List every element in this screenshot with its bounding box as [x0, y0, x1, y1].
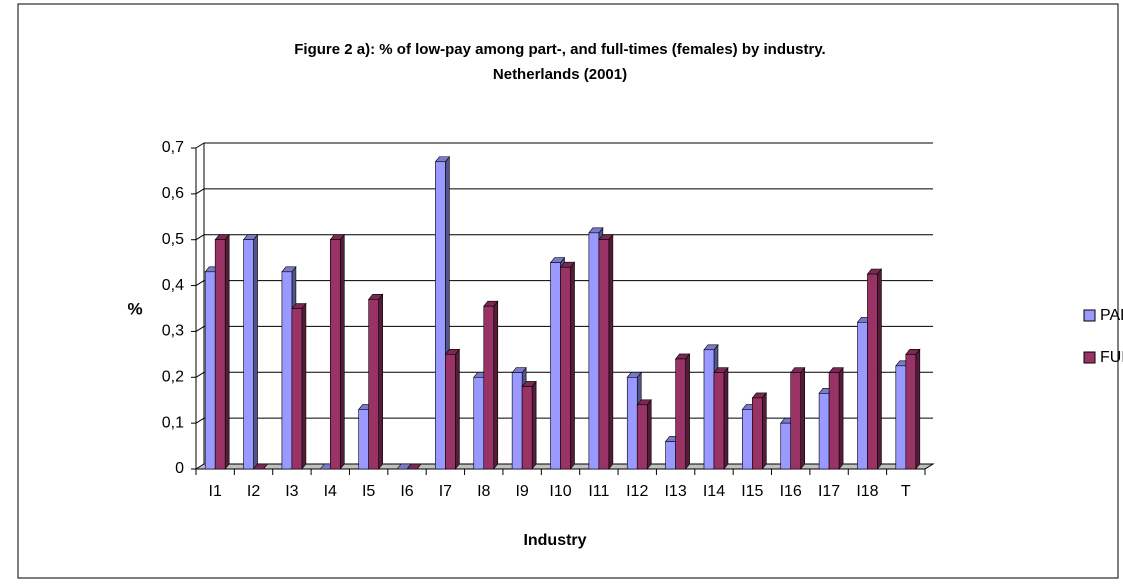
x-tick-label: I10 [549, 483, 571, 500]
bar [358, 409, 369, 470]
x-tick-label: I7 [439, 483, 452, 500]
bar-side [838, 366, 844, 470]
legend-swatch [1083, 351, 1096, 364]
x-tick-label: I12 [626, 483, 648, 500]
bar-side [723, 366, 729, 470]
bar [780, 422, 792, 470]
bar [713, 372, 725, 470]
bar-top [406, 463, 422, 470]
bar [329, 239, 341, 470]
x-tick-label: I6 [400, 483, 413, 500]
bar-side [762, 392, 767, 470]
bar [483, 305, 495, 470]
bar [550, 262, 561, 470]
x-tick-label: I9 [515, 483, 528, 500]
grid-line [195, 280, 205, 286]
bar [588, 232, 600, 470]
bar [281, 271, 293, 470]
bar [742, 409, 753, 470]
bar-side [224, 233, 230, 470]
bar-side [378, 293, 383, 470]
x-tick-label: I18 [856, 483, 878, 500]
x-tick-label: I5 [362, 483, 375, 500]
bar [473, 376, 485, 470]
bar [636, 404, 648, 470]
chart-title: Netherlands (2001) [493, 66, 627, 83]
bar [675, 358, 686, 470]
bar-side [339, 233, 345, 470]
bar-side [455, 348, 460, 470]
x-tick-label: I3 [285, 483, 298, 500]
grid-line [195, 142, 205, 149]
x-tick-label: I1 [209, 483, 222, 500]
bar [818, 393, 830, 470]
legend-swatch [1083, 309, 1096, 322]
x-tick-label: I4 [324, 483, 337, 500]
y-tick-label: 0,5 [162, 231, 184, 248]
grid-line [195, 188, 205, 195]
y-tick-label: 0,3 [162, 323, 184, 340]
bar-side [877, 268, 882, 470]
y-axis-label: % [127, 299, 142, 318]
y-tick-label: 0,1 [162, 414, 184, 431]
grid-line [195, 371, 205, 378]
bar-side [253, 233, 258, 470]
bar [243, 239, 254, 470]
bar [368, 299, 379, 470]
x-tick-label: I17 [818, 483, 840, 500]
bar [214, 239, 226, 470]
y-tick-label: 0,6 [162, 185, 184, 202]
grid-line [195, 326, 205, 332]
x-tick-label: I16 [780, 483, 802, 500]
bar [905, 354, 917, 470]
bar-top [252, 463, 269, 470]
bar-side [646, 398, 652, 470]
x-axis-label: Industry [523, 532, 586, 549]
y-tick-label: 0,2 [162, 369, 184, 386]
grid-line [195, 234, 205, 241]
bar [204, 271, 216, 470]
bar [752, 397, 763, 470]
bar [857, 321, 868, 470]
bar [560, 266, 571, 470]
bar [665, 441, 676, 470]
bar-side [570, 261, 575, 470]
bar [598, 239, 610, 470]
bar-side [301, 302, 307, 470]
chart-title: Figure 2 a): % of low-pay among part-, a… [294, 41, 825, 58]
bar [521, 386, 533, 470]
bar [626, 376, 638, 470]
bar [445, 354, 456, 470]
bar-side [608, 233, 614, 470]
legend-label: FULL [1100, 349, 1123, 366]
bar [867, 273, 878, 470]
legend-label: PART [1100, 307, 1123, 324]
x-tick-label: I14 [703, 483, 725, 500]
grid-line [195, 417, 205, 424]
y-tick-label: 0,4 [162, 277, 184, 294]
bar-side [531, 380, 537, 470]
bar-side [800, 366, 806, 470]
x-tick-label: I2 [247, 483, 260, 500]
x-tick-label: I13 [664, 483, 686, 500]
bar [291, 308, 303, 470]
bar [895, 365, 907, 470]
x-tick-label: T [901, 483, 911, 500]
x-tick-label: I11 [588, 483, 609, 500]
bar [435, 161, 446, 470]
x-tick-label: I8 [477, 483, 490, 500]
bar [790, 372, 802, 470]
x-tick-label: I15 [741, 483, 763, 500]
bar-side [915, 348, 921, 470]
bar [828, 372, 840, 470]
bar [703, 349, 715, 470]
bar-side [685, 353, 690, 470]
bar [511, 372, 523, 470]
y-tick-label: 0,7 [162, 139, 184, 156]
bar-side [493, 300, 499, 470]
y-tick-label: 0 [175, 460, 184, 477]
